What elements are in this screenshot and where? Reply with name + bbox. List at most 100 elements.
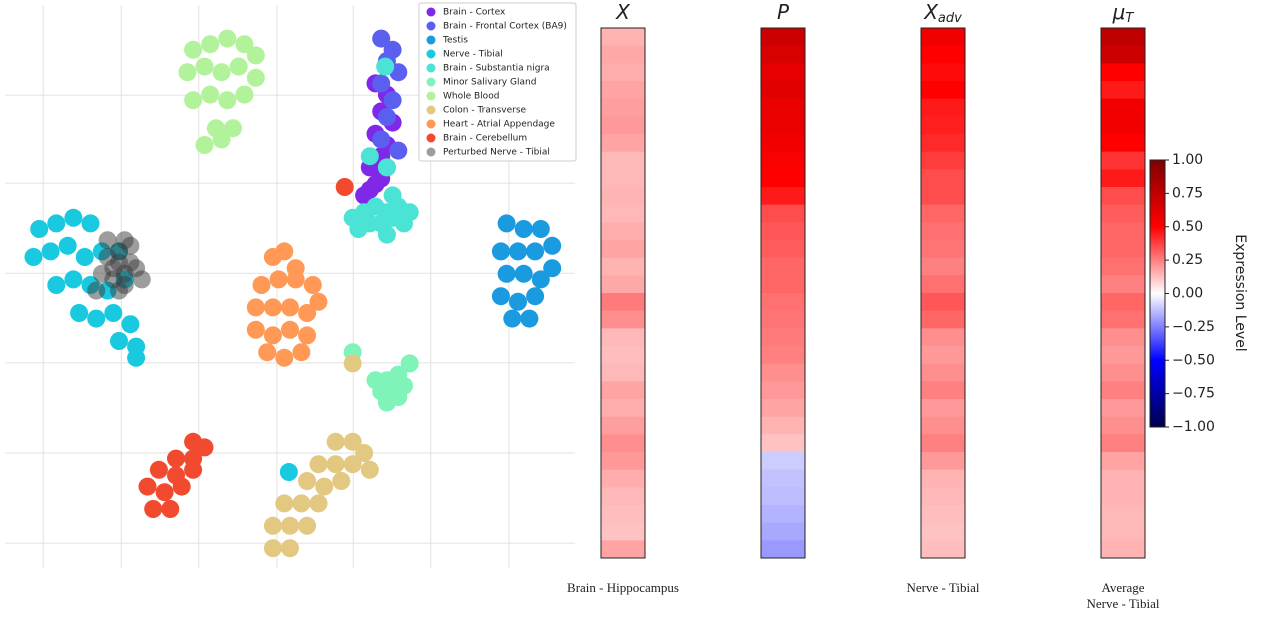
point (87, 281, 106, 300)
point (218, 91, 237, 110)
point (531, 220, 550, 238)
point (491, 287, 510, 306)
heat-cell (1101, 381, 1145, 400)
heat-cell (921, 346, 965, 365)
heat-cell (761, 434, 805, 453)
point (47, 214, 66, 233)
heat-cell (761, 416, 805, 435)
heat-cell (921, 416, 965, 435)
point (326, 432, 345, 451)
point (201, 35, 220, 54)
point (127, 348, 146, 367)
heat-cell (601, 63, 645, 82)
point (263, 326, 282, 345)
heat-cell (761, 151, 805, 170)
column-title: Xadv (923, 0, 962, 26)
colorbar-tick-label: −1.00 (1172, 419, 1215, 435)
heat-cell (921, 151, 965, 170)
column-caption: Brain - Hippocampus (567, 580, 679, 595)
series (87, 231, 151, 300)
heat-cell (601, 28, 645, 47)
heat-cell (1101, 257, 1145, 276)
point (383, 186, 402, 205)
point (383, 91, 402, 110)
heat-cell (601, 204, 645, 223)
point (543, 259, 562, 278)
point (303, 276, 322, 294)
point (343, 455, 362, 474)
heat-cell (601, 240, 645, 259)
heat-cell (921, 116, 965, 135)
point (326, 455, 345, 474)
point (184, 91, 203, 110)
legend-label: Whole Blood (443, 92, 499, 102)
title-subscript: adv (938, 11, 962, 26)
heat-cell (921, 293, 965, 312)
point (235, 85, 254, 104)
series (263, 354, 379, 558)
heat-cell (761, 81, 805, 100)
point (224, 119, 242, 138)
point (212, 130, 231, 149)
heat-cell (1101, 63, 1145, 82)
heat-cell (1101, 487, 1145, 506)
series (246, 242, 328, 367)
heat-cell (921, 240, 965, 259)
legend-label: Brain - Cortex (443, 8, 506, 18)
point (389, 388, 408, 406)
heat-cell (921, 328, 965, 347)
legend-marker (426, 77, 436, 87)
heat-cell (921, 505, 965, 524)
series (491, 214, 562, 328)
point (246, 298, 265, 317)
point (41, 242, 60, 261)
heat-cell (601, 151, 645, 170)
heat-cell (761, 222, 805, 241)
colorbar-tick-label: 0.00 (1172, 286, 1203, 302)
point (263, 539, 282, 558)
heat-cell (601, 310, 645, 329)
heat-cell (601, 293, 645, 312)
legend-label: Nerve - Tibial (443, 50, 503, 60)
point (531, 270, 550, 289)
point (309, 292, 328, 311)
point (281, 298, 299, 317)
point (298, 304, 317, 322)
heat-cell (601, 381, 645, 400)
point (279, 463, 298, 482)
heat-cell (761, 328, 805, 347)
column-caption: Nerve - Tibial (1087, 596, 1160, 611)
colorbar-tick-label: 0.50 (1172, 219, 1203, 235)
point (92, 264, 111, 283)
heat-cell (1101, 98, 1145, 117)
point (292, 494, 311, 513)
heat-cell (761, 28, 805, 47)
heat-cell (601, 416, 645, 435)
heat-cell (921, 134, 965, 153)
point (81, 214, 100, 233)
point (377, 158, 396, 177)
heat-cell (761, 522, 805, 541)
heat-cell (761, 381, 805, 400)
point (110, 332, 128, 350)
title-main: P (777, 0, 790, 24)
heat-cell (1101, 151, 1145, 170)
legend-box (418, 2, 577, 162)
heat-cell (761, 204, 805, 223)
point (263, 298, 282, 317)
heat-cell (1101, 134, 1145, 153)
heat-cell (761, 293, 805, 312)
heat-cell (601, 399, 645, 418)
heat-cell (921, 540, 965, 559)
point (503, 309, 522, 328)
point (281, 539, 299, 558)
point (172, 477, 191, 496)
title-main: X (615, 0, 631, 24)
point (47, 276, 66, 294)
point (87, 309, 106, 328)
heat-cell (921, 452, 965, 471)
heat-cell (601, 81, 645, 100)
point (252, 276, 271, 294)
title-main: X (923, 0, 939, 24)
heat-cell (921, 45, 965, 64)
